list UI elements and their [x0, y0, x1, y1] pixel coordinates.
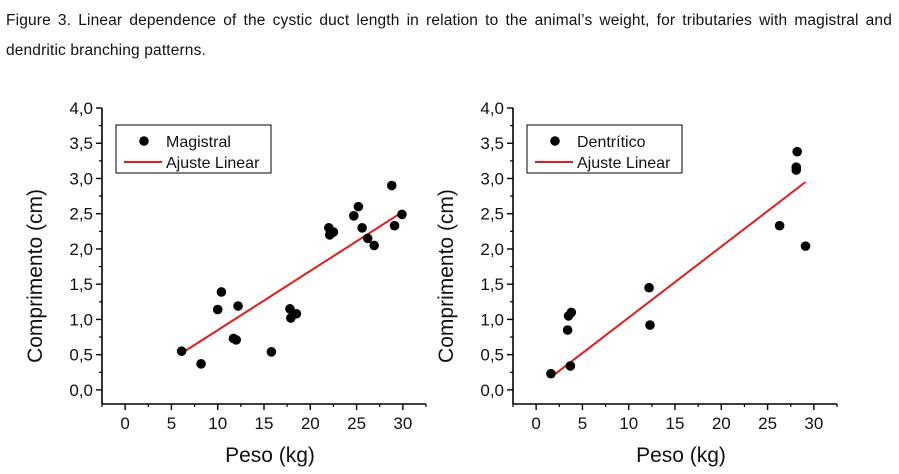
- chart1-x-tick-label: 30: [393, 414, 412, 433]
- chart2-x-tick-label: 15: [666, 414, 685, 433]
- chart2-fit-line: [550, 181, 807, 379]
- chart1-legend-box: [115, 124, 272, 174]
- chart2-y-tick-label: 0,0: [480, 381, 504, 400]
- chart1-x-axis-title: Peso (kg): [225, 444, 315, 467]
- chart1-legend-marker-points: [139, 136, 149, 146]
- chart1-data-point: [389, 220, 400, 231]
- chart2-group: 0,0 0,5 1,0 1,5 2,0 2,5 3,0 3,5 4,0 0 5 10 15 20 25 30 P…: [435, 99, 838, 467]
- chart1-data-point: [231, 335, 242, 345]
- chart1-data-point: [362, 233, 373, 244]
- figure-caption-lead: Figure 3.: [6, 12, 72, 29]
- chart2-x-tick-label: 0: [531, 414, 540, 433]
- chart1-group: 0,0 0,5 1,0 1,5 2,0 2,5 3,0 3,5 4,0 0 5 10 15 20 25 30 P…: [24, 99, 427, 467]
- chart1-x-tick-label: 0: [120, 414, 129, 433]
- figure-caption-text: Linear dependence of the cystic duct len…: [6, 12, 892, 59]
- chart1-y-tick-label: 4,0: [69, 99, 93, 118]
- chart1-data-point: [357, 223, 367, 233]
- chart2-x-tick-label: 10: [619, 414, 638, 433]
- chart2-data-point: [546, 368, 556, 379]
- chart1-y-tick-label: 3,0: [69, 169, 93, 188]
- chart2-x-tick-label: 20: [712, 414, 731, 433]
- chart2-legend-label-points: Dentrítico: [577, 134, 646, 151]
- chart1-data-point: [348, 211, 359, 221]
- chart2-y-tick-label: 0,5: [480, 346, 504, 365]
- chart2-legend-marker-points: [550, 136, 560, 146]
- chart2-data-point: [644, 282, 654, 293]
- chart1-legend-label-points: Magistral: [166, 134, 231, 151]
- chart2-x-tick-label: 30: [804, 414, 823, 433]
- chart1-data-point: [328, 227, 339, 237]
- chart1-data-point: [285, 304, 295, 314]
- chart1-data-point: [216, 287, 227, 297]
- chart1-x-tick-label: 20: [301, 414, 320, 433]
- chart1-y-tick-label: 0,5: [69, 346, 93, 365]
- chart2-y-tick-label: 3,5: [480, 134, 504, 153]
- chart2-y-tick-label: 2,5: [480, 205, 504, 224]
- chart2-y-tick-label: 1,0: [480, 310, 504, 329]
- chart1-legend-label-fit: Ajuste Linear: [166, 155, 260, 172]
- chart2-y-tick-label: 3,0: [480, 169, 504, 188]
- chart1-y-axis-title: Comprimento (cm): [24, 189, 47, 363]
- chart2-data-point: [566, 307, 577, 318]
- figure-caption: Figure 3. Linear dependence of the cysti…: [6, 6, 892, 66]
- chart2-y-axis-title: Comprimento (cm): [435, 189, 458, 363]
- chart1-x-tick-label: 10: [208, 414, 227, 433]
- chart2-x-tick-label: 25: [758, 414, 777, 433]
- chart1-data-point: [369, 240, 379, 251]
- chart2-x-tick-label: 5: [578, 414, 587, 433]
- chart1-y-tick-label: 0,0: [69, 381, 93, 400]
- chart1-y-tick-label: 2,0: [69, 240, 93, 259]
- chart1-data-point: [233, 301, 243, 311]
- chart1-data-point: [291, 308, 302, 319]
- chart1-y-tick-label: 2,5: [69, 205, 93, 224]
- chart1-x-tick-label: 15: [255, 414, 274, 433]
- chart1-data-point: [386, 180, 397, 191]
- chart1-x-tick-label: 25: [347, 414, 366, 433]
- chart2-data-point: [792, 146, 802, 157]
- chart2-data-point: [791, 162, 802, 172]
- chart1-y-tick-label: 1,5: [69, 275, 93, 294]
- chart1-y-tick-label: 3,5: [69, 134, 93, 153]
- chart2-data-point: [565, 361, 576, 371]
- chart2-legend-label-fit: Ajuste Linear: [577, 155, 671, 172]
- chart2-data-point: [774, 220, 785, 231]
- chart2-legend-box: [526, 124, 683, 174]
- chart2-y-tick-label: 2,0: [480, 240, 504, 259]
- chart1-data-point: [176, 346, 187, 356]
- chart1-y-tick-label: 1,0: [69, 310, 93, 329]
- chart2-y-tick-label: 4,0: [480, 99, 504, 118]
- chart2-x-axis-title: Peso (kg): [636, 444, 726, 467]
- chart1-x-tick-label: 5: [167, 414, 176, 433]
- chart1-fit-line: [181, 211, 403, 355]
- chart1-data-point: [266, 347, 277, 357]
- chart1-data-point: [397, 209, 407, 220]
- chart2-data-point: [562, 325, 573, 335]
- chart2-data-point: [645, 320, 655, 330]
- chart1-data-point: [212, 304, 223, 315]
- chart2-data-point: [800, 241, 811, 251]
- chart1-data-point: [353, 201, 364, 212]
- chart1-data-point: [196, 359, 206, 369]
- chart2-y-tick-label: 1,5: [480, 275, 504, 294]
